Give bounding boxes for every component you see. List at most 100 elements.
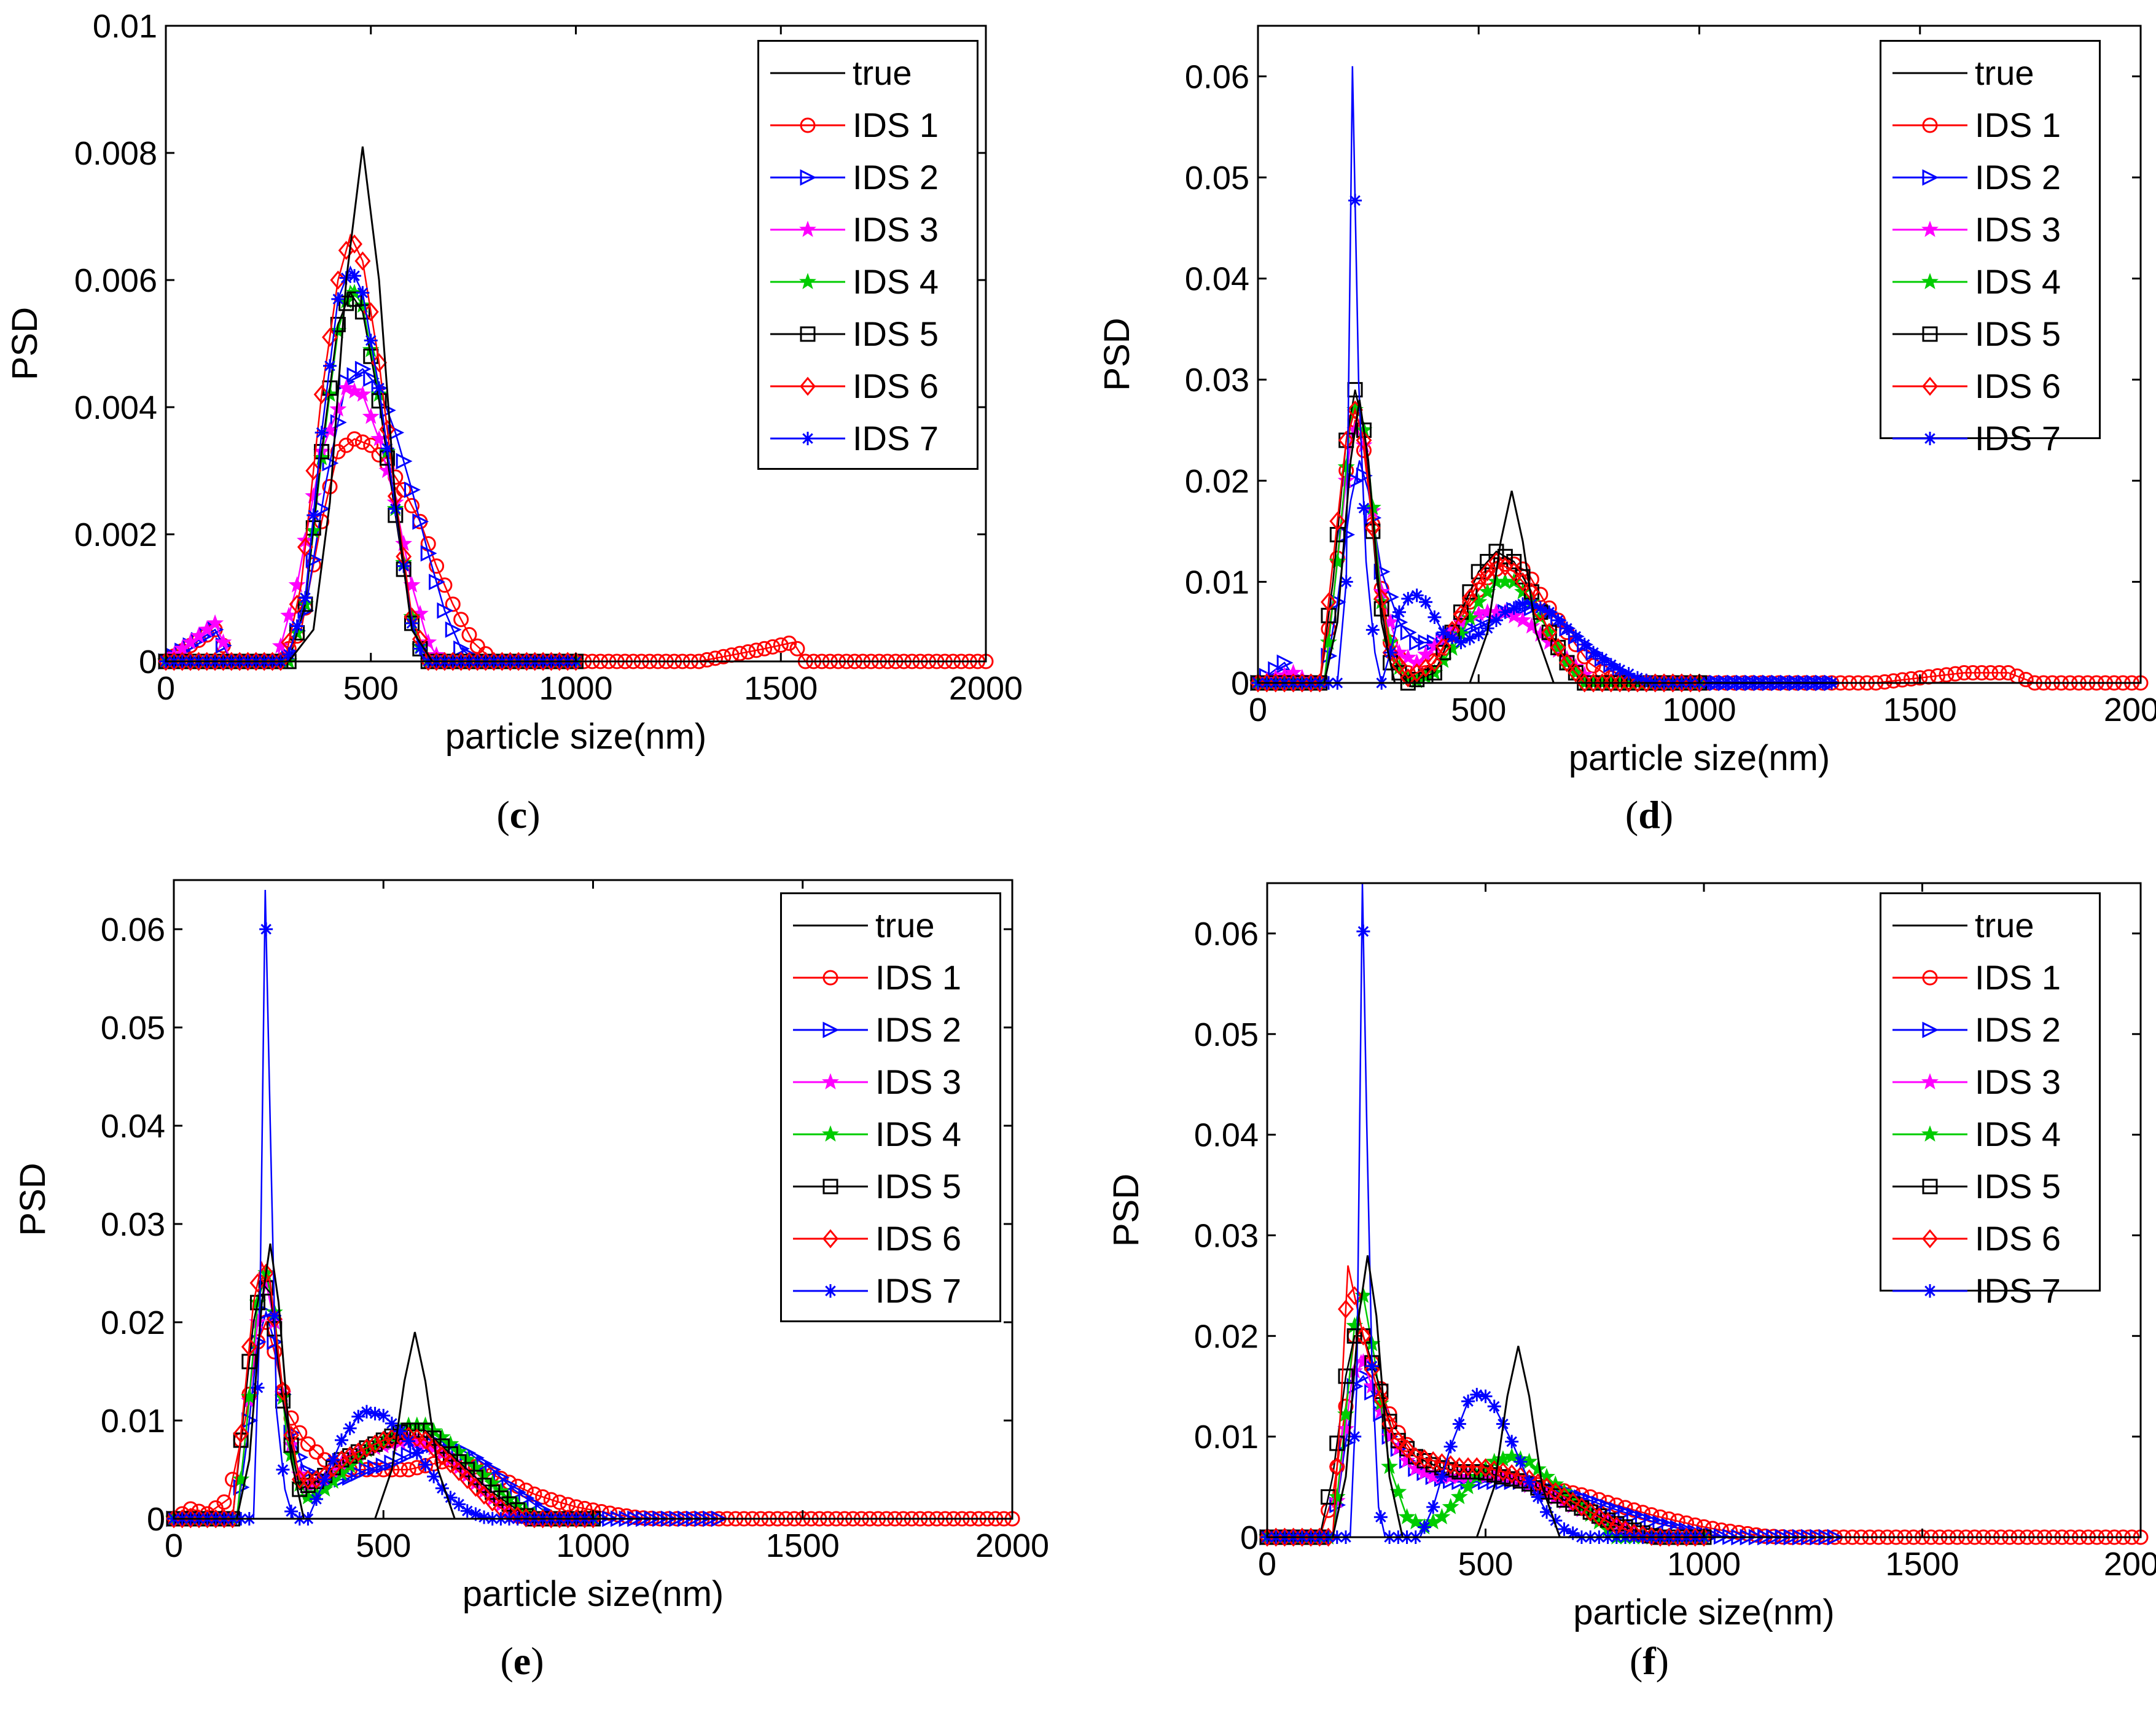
- x-tick-label-f: 0: [1258, 1546, 1276, 1583]
- legend-item-d-ids-4: IDS 4: [1890, 255, 2090, 308]
- marker-c-ids-3: [305, 487, 322, 504]
- legend-label-d-true: true: [1975, 53, 2034, 92]
- legend-swatch-c-ids-7: [770, 431, 845, 445]
- marker-e-ids-6: [476, 1486, 493, 1505]
- y-tick-label-e: 0.05: [101, 1010, 165, 1046]
- marker-f-ids-6: [1390, 1431, 1407, 1451]
- legend-item-f-ids-3: IDS 3: [1890, 1056, 2090, 1108]
- marker-d-ids-7: [1533, 601, 1547, 615]
- legend-label-f-ids-5: IDS 5: [1975, 1167, 2061, 1206]
- marker-d-ids-4: [1461, 609, 1478, 626]
- legend-swatch-marker-e: [822, 970, 838, 985]
- marker-c-ids-1: [781, 635, 797, 651]
- marker-d-ids-3: [1337, 472, 1355, 488]
- marker-e-ids-1: [216, 1494, 232, 1510]
- marker-e-ids-2: [375, 1457, 393, 1475]
- marker-e-ids-7: [359, 1405, 373, 1419]
- marker-c-ids-3: [337, 379, 355, 396]
- x-tick-label-d: 1500: [1883, 692, 1957, 728]
- legend-item-c-ids-3: IDS 3: [768, 203, 968, 255]
- legend-swatch-marker-c: [800, 326, 816, 341]
- legend-item-f-ids-2: IDS 2: [1890, 1004, 2090, 1056]
- marker-e-ids-6: [426, 1438, 442, 1458]
- marker-c-ids-1: [453, 612, 469, 628]
- marker-f-ids-6: [1477, 1458, 1494, 1478]
- legend-swatch-d-ids-1: [1892, 117, 1967, 133]
- marker-d-ids-1: [1991, 665, 2007, 681]
- marker-d-ids-2: [1276, 654, 1294, 671]
- marker-f-ids-6: [1573, 1497, 1590, 1517]
- x-tick-label-c: 0: [157, 670, 175, 707]
- marker-f-ids-3: [1416, 1464, 1433, 1480]
- marker-e-ids-6: [233, 1424, 249, 1443]
- marker-d-ids-6: [1691, 673, 1708, 693]
- marker-d-ids-7: [1339, 575, 1353, 589]
- x-tick-label-f: 500: [1458, 1546, 1513, 1583]
- legend-item-c-ids-1: IDS 1: [768, 99, 968, 151]
- legend-item-d-ids-1: IDS 1: [1890, 99, 2090, 151]
- marker-f-ids-4: [1450, 1487, 1468, 1505]
- marker-e-ids-2: [350, 1465, 367, 1482]
- marker-f-ids-3: [1398, 1451, 1416, 1468]
- y-tick-label-d: 0.04: [1185, 261, 1249, 298]
- marker-c-ids-3: [354, 385, 372, 402]
- x-tick-label-d: 2000: [2104, 692, 2156, 728]
- marker-d-ids-6: [1497, 557, 1513, 577]
- legend-swatch-c-ids-2: [770, 169, 845, 185]
- x-tick-label-d: 500: [1451, 692, 1506, 728]
- x-tick-label-c: 1000: [539, 670, 612, 707]
- legend-swatch-marker-e: [824, 1284, 837, 1298]
- legend-item-d-ids-7: IDS 7: [1890, 412, 2090, 464]
- legend-item-c-ids-4: IDS 4: [768, 255, 968, 308]
- marker-d-ids-2: [1400, 624, 1417, 641]
- y-tick-label-f: 0.01: [1194, 1419, 1259, 1456]
- marker-c-ids-1: [765, 639, 781, 655]
- x-tick-label-d: 0: [1249, 692, 1267, 728]
- marker-e-ids-6: [342, 1446, 358, 1466]
- legend-swatch-d-true: [1892, 72, 1967, 74]
- marker-c-ids-1: [354, 434, 370, 450]
- marker-d-ids-3: [1399, 649, 1417, 665]
- marker-f-ids-7: [1566, 1526, 1580, 1540]
- marker-f-ids-6: [1372, 1389, 1389, 1409]
- legend-swatch-d-ids-3: [1892, 220, 1967, 237]
- marker-c-ids-2: [322, 454, 339, 472]
- marker-c-ids-7: [282, 647, 296, 661]
- legend-label-f-ids-4: IDS 4: [1975, 1115, 2061, 1153]
- marker-e-ids-2: [493, 1469, 510, 1486]
- marker-c-ids-5: [346, 291, 362, 307]
- legend-label-e-ids-3: IDS 3: [875, 1062, 962, 1101]
- marker-d-ids-7: [1357, 501, 1371, 515]
- legend-swatch-c-ids-3: [770, 220, 845, 237]
- marker-c-ids-3: [214, 633, 232, 650]
- marker-f-ids-5: [1338, 1368, 1354, 1384]
- legend-item-c-ids-2: IDS 2: [768, 151, 968, 203]
- legend-label-c-ids-5: IDS 5: [853, 314, 939, 353]
- marker-f-ids-6: [1591, 1507, 1607, 1527]
- marker-c-ids-1: [748, 642, 764, 658]
- legend-item-d-ids-3: IDS 3: [1890, 203, 2090, 255]
- legend-label-d-ids-1: IDS 1: [1975, 106, 2061, 144]
- marker-e-ids-1: [543, 1492, 559, 1508]
- marker-e-ids-7: [318, 1473, 332, 1486]
- y-tick-label-e: 0.04: [101, 1108, 165, 1145]
- marker-f-ids-7: [1426, 1500, 1440, 1514]
- y-tick-label-c: 0.002: [74, 516, 157, 553]
- marker-c-ids-7: [290, 619, 304, 633]
- marker-d-ids-1: [1886, 673, 1902, 689]
- marker-d-ids-3: [1523, 617, 1541, 634]
- marker-f-ids-5: [1346, 1328, 1362, 1344]
- marker-c-ids-3: [288, 576, 306, 593]
- marker-e-ids-1: [300, 1436, 316, 1452]
- legend-item-c-ids-6: IDS 6: [768, 360, 968, 412]
- marker-d-ids-7: [1639, 673, 1654, 687]
- marker-e-ids-7: [410, 1446, 424, 1460]
- marker-f-ids-4: [1407, 1513, 1424, 1530]
- legend-label-e-true: true: [875, 906, 935, 945]
- legend-label-e-ids-1: IDS 1: [875, 958, 962, 997]
- marker-c-ids-6: [297, 537, 313, 557]
- marker-d-ids-6: [1558, 653, 1575, 672]
- marker-d-ids-7: [1587, 645, 1601, 660]
- legend-swatch-f-ids-6: [1892, 1228, 1967, 1249]
- marker-e-ids-7: [276, 1463, 290, 1476]
